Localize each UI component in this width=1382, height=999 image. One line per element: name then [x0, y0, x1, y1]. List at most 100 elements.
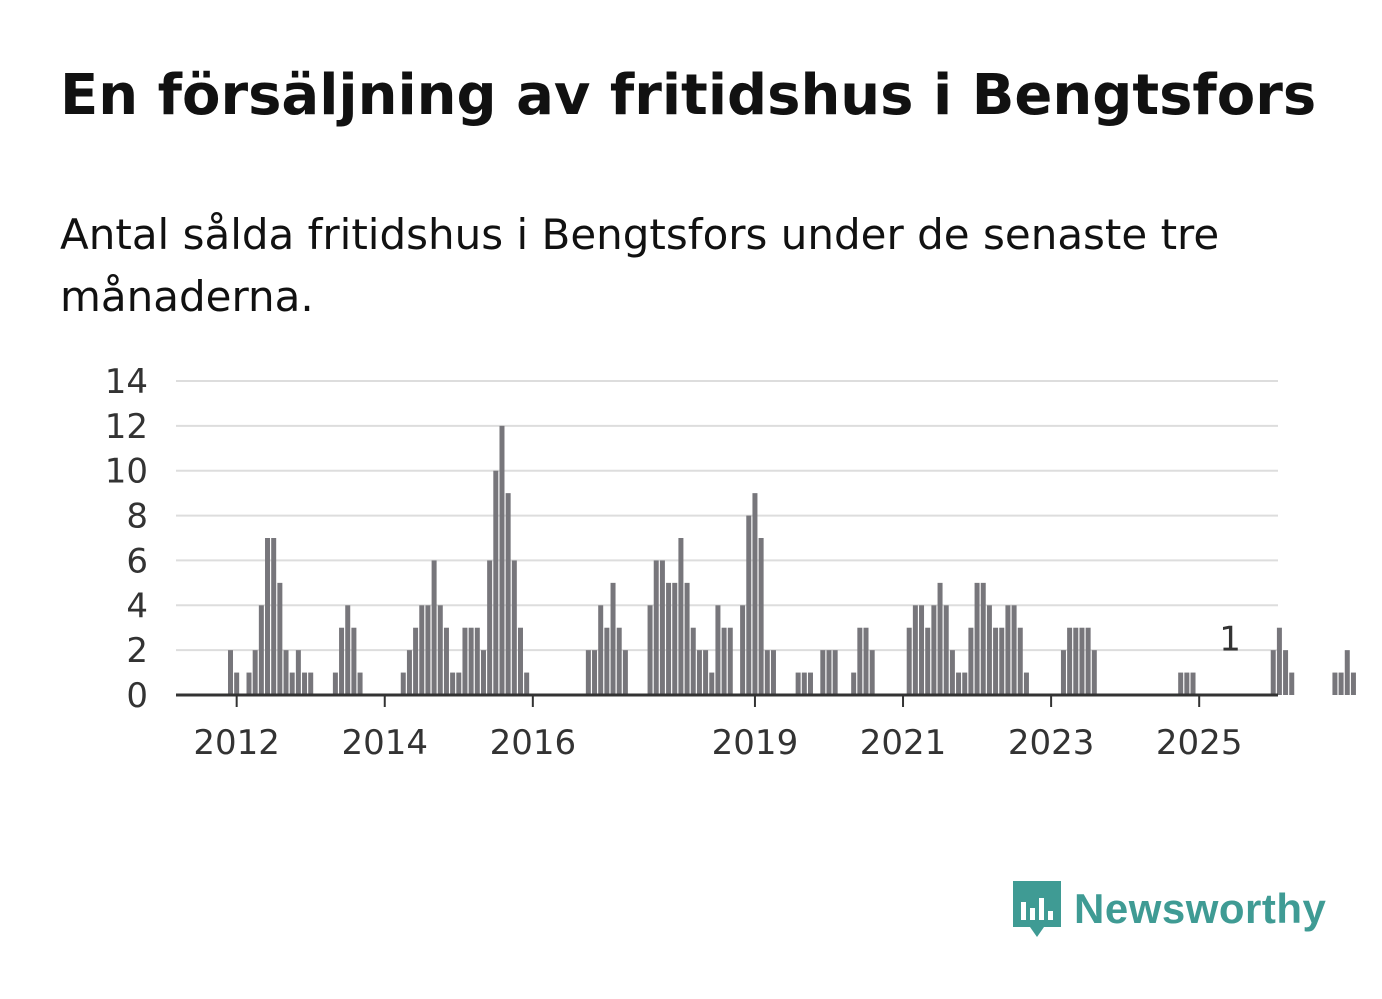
x-tick-label: 2021 — [860, 723, 947, 763]
bar — [1017, 627, 1023, 695]
bar — [851, 672, 857, 695]
y-tick-label: 2 — [126, 631, 148, 671]
bar — [906, 627, 912, 695]
bar — [869, 650, 875, 695]
bar — [857, 627, 863, 695]
bar — [616, 627, 622, 695]
y-tick-label: 0 — [126, 676, 148, 716]
y-tick-label: 12 — [105, 407, 148, 447]
bar — [863, 627, 869, 695]
bar — [912, 605, 918, 695]
bar — [505, 493, 511, 695]
bar — [727, 627, 733, 695]
x-tick-label: 2012 — [193, 723, 280, 763]
bar — [351, 627, 357, 695]
bar — [647, 605, 653, 695]
y-tick-label: 6 — [126, 541, 148, 581]
bar — [598, 605, 604, 695]
bar — [696, 650, 702, 695]
bar — [1270, 650, 1276, 695]
bar — [1350, 672, 1356, 695]
bar — [406, 650, 412, 695]
bar — [1184, 672, 1190, 695]
bar — [690, 627, 696, 695]
bar — [246, 672, 252, 695]
bar — [986, 605, 992, 695]
bar — [919, 605, 925, 695]
chart-subtitle: Antal sålda fritidshus i Bengtsfors unde… — [60, 210, 1220, 321]
bar — [1023, 672, 1029, 695]
bar — [474, 627, 480, 695]
bar — [1060, 650, 1066, 695]
bar — [1178, 672, 1184, 695]
bar — [703, 650, 709, 695]
y-tick-label: 4 — [126, 586, 148, 626]
bar — [962, 672, 968, 695]
bar — [437, 605, 443, 695]
bar — [1073, 627, 1079, 695]
bar — [1067, 627, 1073, 695]
bar — [585, 650, 591, 695]
bar — [456, 672, 462, 695]
bar — [740, 605, 746, 695]
bar — [746, 515, 752, 695]
bar — [480, 650, 486, 695]
bar — [462, 627, 468, 695]
bar — [968, 627, 974, 695]
bar — [1091, 650, 1097, 695]
bar — [271, 538, 277, 695]
bar — [1005, 605, 1011, 695]
x-tick-label: 2025 — [1156, 723, 1243, 763]
bar — [252, 650, 258, 695]
bar — [826, 650, 832, 695]
bar — [308, 672, 314, 695]
bar — [956, 672, 962, 695]
x-tick-label: 2023 — [1008, 723, 1095, 763]
bar — [295, 650, 301, 695]
bar — [721, 627, 727, 695]
bar — [413, 627, 419, 695]
bar — [1085, 627, 1091, 695]
bar — [493, 470, 499, 695]
bar — [999, 627, 1005, 695]
bar — [925, 627, 931, 695]
bars — [228, 425, 1356, 695]
bar — [937, 582, 943, 695]
bar — [283, 650, 289, 695]
bar — [1344, 650, 1350, 695]
y-axis: 0 2 4 68 10 12 14 — [105, 362, 148, 716]
bar — [666, 582, 672, 695]
bar — [1332, 672, 1338, 695]
bar — [709, 672, 715, 695]
bar — [974, 582, 980, 695]
bar — [302, 672, 308, 695]
bar — [795, 672, 801, 695]
bar — [801, 672, 807, 695]
bar — [400, 672, 406, 695]
bar — [1079, 627, 1085, 695]
bar — [943, 605, 949, 695]
bar — [443, 627, 449, 695]
bar — [993, 627, 999, 695]
brand-name: Newsworthy — [1074, 885, 1327, 932]
bar — [345, 605, 351, 695]
bar — [672, 582, 678, 695]
bar — [684, 582, 690, 695]
y-tick-label: 10 — [105, 452, 148, 492]
bar — [770, 650, 776, 695]
bar — [807, 672, 813, 695]
bar — [265, 538, 271, 695]
bar — [487, 560, 493, 695]
bar — [524, 672, 530, 695]
bar — [653, 560, 659, 695]
bar-chart-speech-bubble-icon — [1013, 881, 1061, 937]
bar — [980, 582, 986, 695]
bar — [511, 560, 517, 695]
y-tick-label: 8 — [126, 497, 148, 537]
x-tick-label: 2014 — [341, 723, 428, 763]
bar — [1276, 627, 1282, 695]
y-tick-label: 14 — [105, 362, 148, 402]
bar — [758, 538, 764, 695]
bar — [450, 672, 456, 695]
